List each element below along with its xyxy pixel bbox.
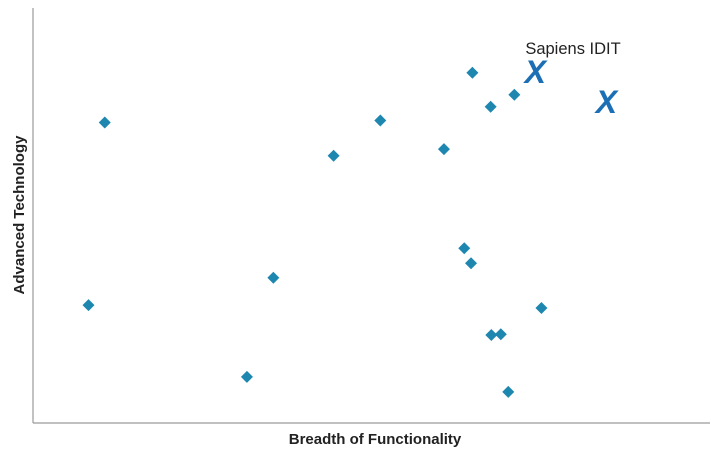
data-point-8 bbox=[458, 242, 471, 255]
data-point-6 bbox=[374, 114, 387, 127]
y-axis-title: Advanced Technology bbox=[11, 135, 28, 295]
data-point-2 bbox=[82, 299, 95, 312]
x-axis-title: Breadth of Functionality bbox=[289, 431, 462, 448]
data-point-13 bbox=[494, 328, 507, 341]
axes bbox=[32, 8, 710, 424]
data-point-11 bbox=[484, 100, 497, 113]
data-point-9 bbox=[465, 257, 478, 270]
data-point-7 bbox=[437, 143, 450, 156]
data-point-5 bbox=[327, 149, 340, 162]
highlight-x-marker-2: X bbox=[594, 84, 619, 120]
annotation-label-1: Sapiens IDIT bbox=[525, 40, 620, 58]
data-point-12 bbox=[485, 329, 498, 342]
data-point-15 bbox=[508, 88, 521, 101]
data-points bbox=[82, 66, 548, 398]
data-point-16 bbox=[535, 302, 548, 315]
data-point-1 bbox=[98, 116, 111, 129]
data-point-14 bbox=[502, 385, 515, 398]
data-point-3 bbox=[240, 370, 253, 383]
data-point-10 bbox=[466, 66, 479, 79]
data-point-4 bbox=[267, 271, 280, 284]
highlight-x-marker-1: X bbox=[523, 54, 548, 90]
